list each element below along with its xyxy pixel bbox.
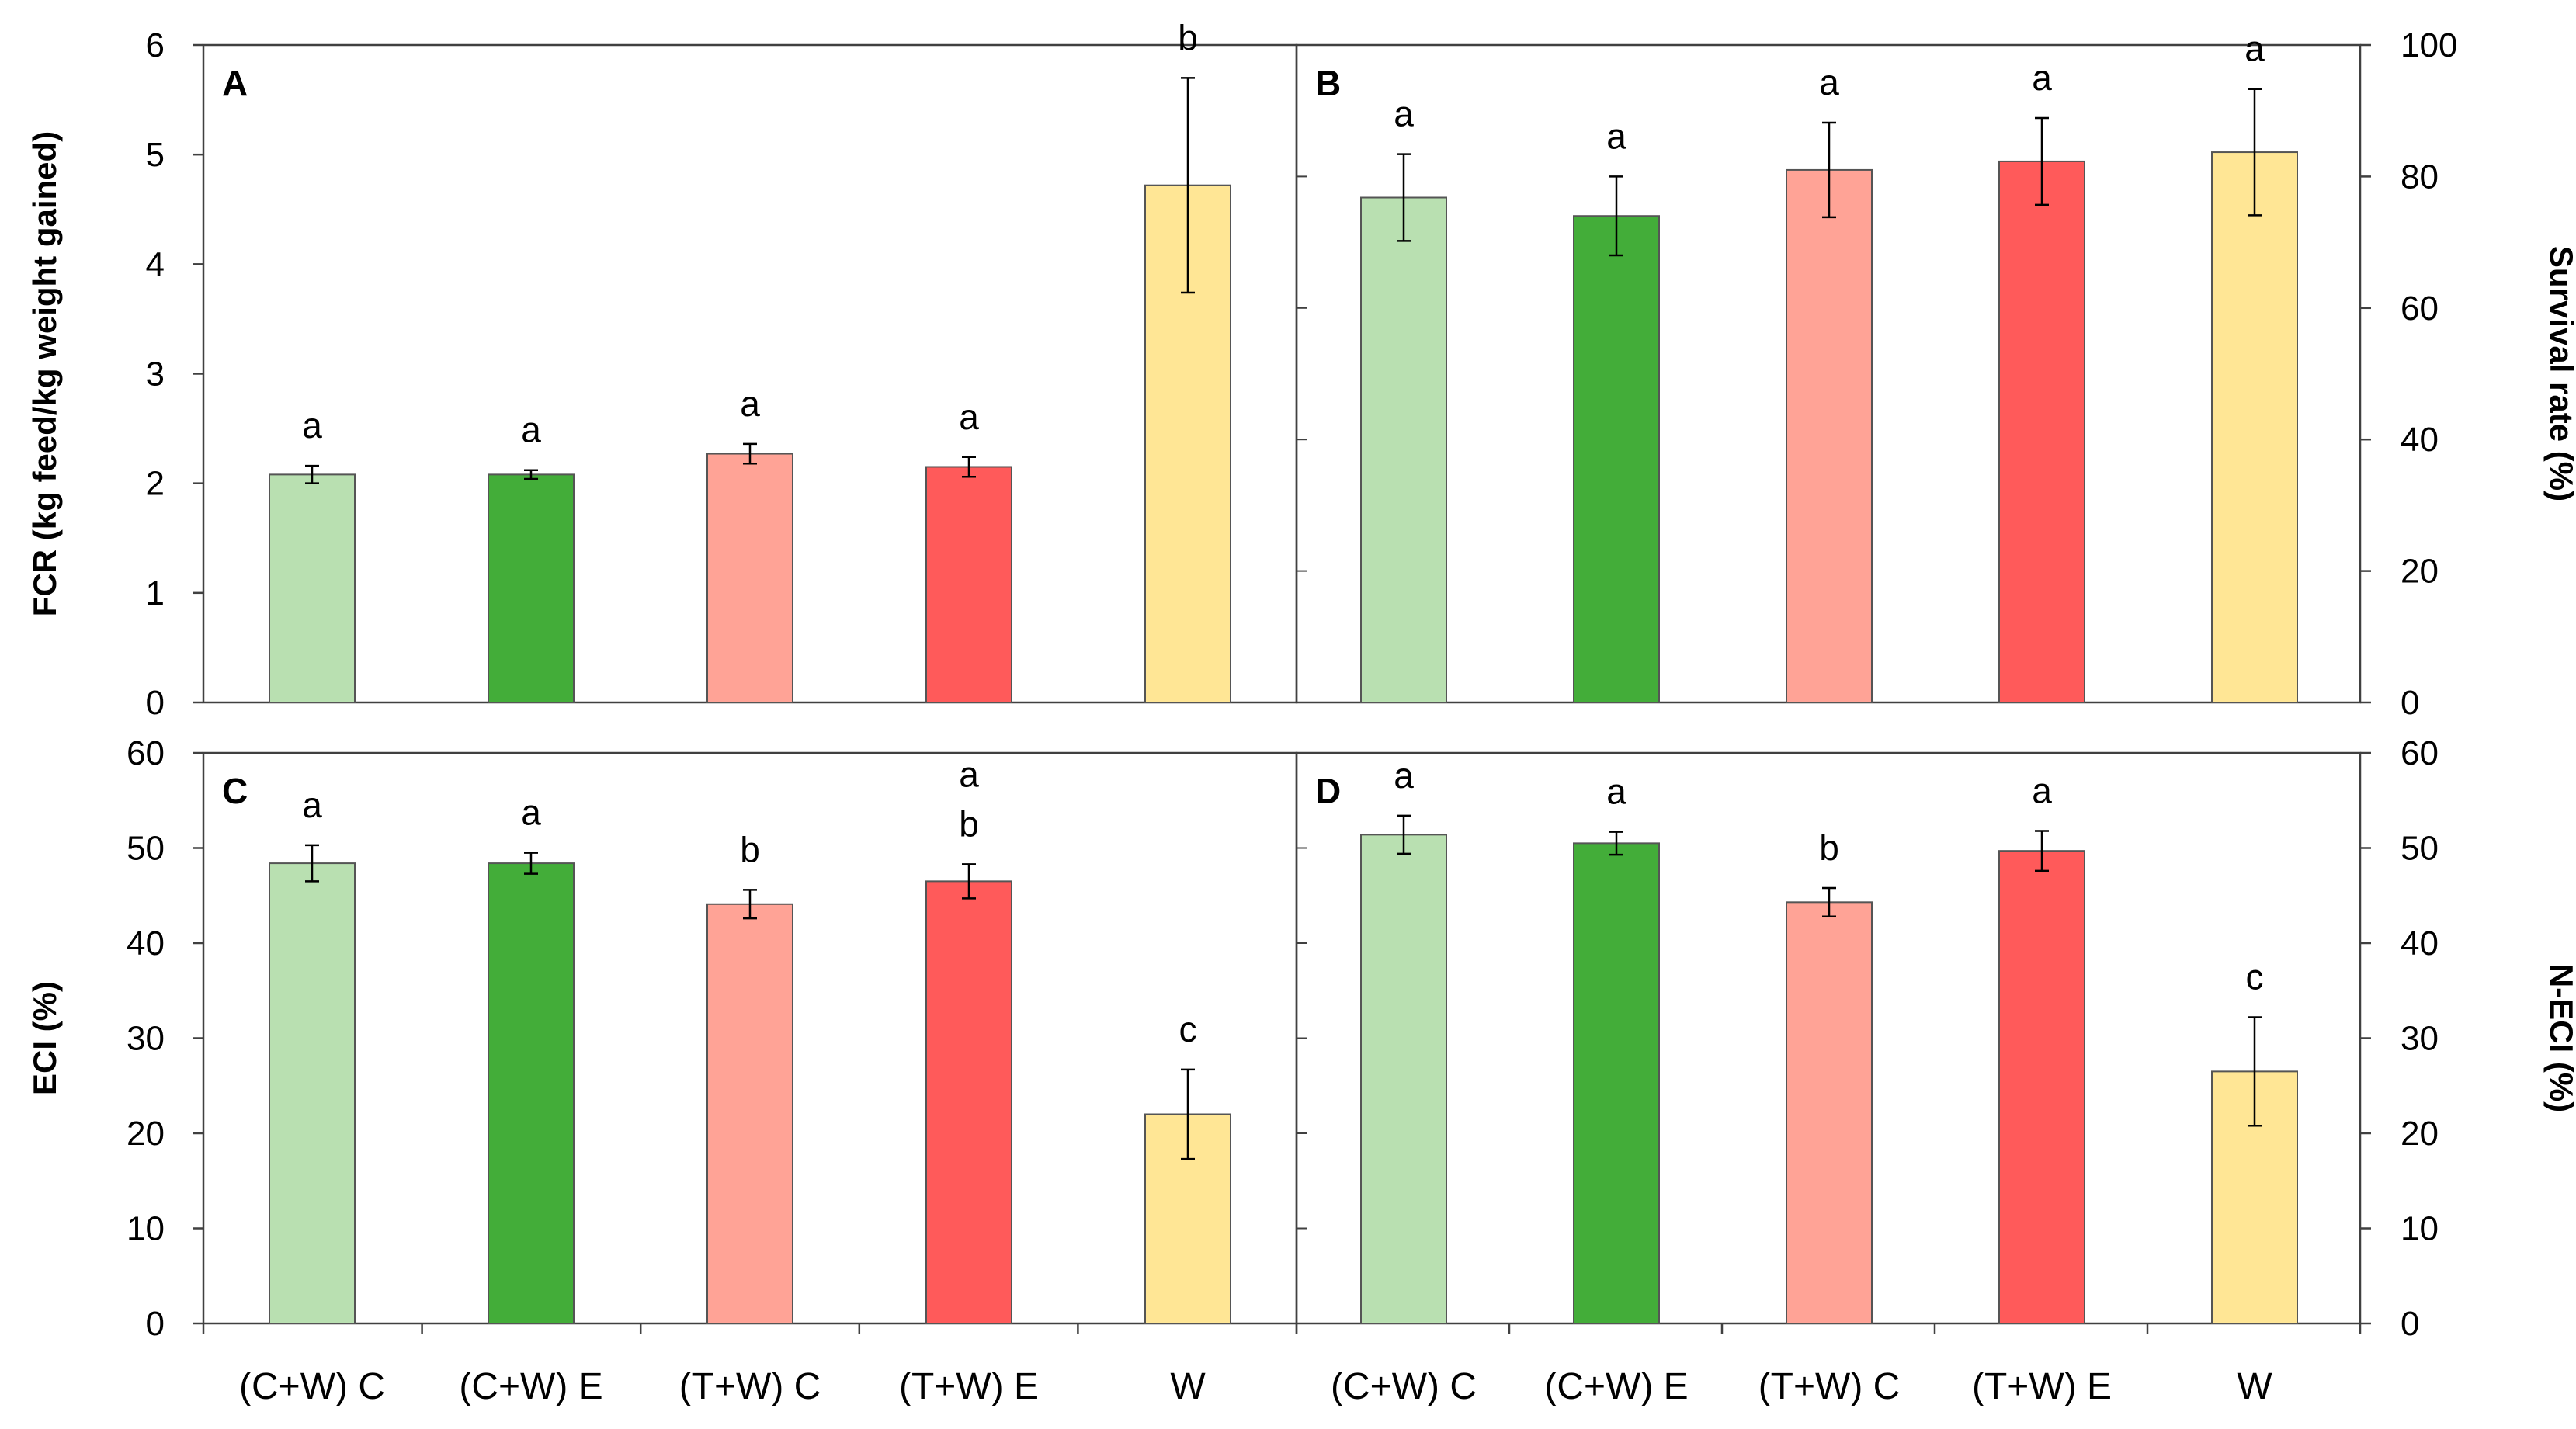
y-tick-label: 60 [127, 734, 165, 772]
significance-letter: b [1819, 827, 1839, 868]
bar [488, 473, 575, 704]
y-tick-label: 10 [127, 1210, 165, 1248]
bar [269, 473, 356, 704]
significance-letter: a [1394, 755, 1414, 796]
y-tick-label: 6 [146, 26, 165, 64]
significance-letter: a [1606, 116, 1626, 156]
category-label: (T+W) C [679, 1366, 821, 1407]
y-tick-label: 0 [146, 684, 165, 722]
significance-letter: a [302, 785, 322, 825]
y-tick-label: 60 [2401, 290, 2439, 328]
panel-b: 0 20 40 60 80 100 a a a a a B Survival rate (%) [1295, 26, 2576, 722]
y-tick-label: 30 [127, 1020, 165, 1058]
significance-letter: b [1178, 17, 1198, 57]
y-tick-label: 4 [146, 245, 165, 283]
y-tick-label: 20 [2401, 1115, 2439, 1153]
y-tick-label: 10 [2401, 1210, 2439, 1248]
significance-letter: a [1606, 772, 1626, 812]
panel-label: C [222, 771, 248, 811]
category-label: (C+W) C [1331, 1366, 1477, 1407]
category-label: (T+W) C [1758, 1366, 1901, 1407]
significance-letter: a [302, 405, 322, 446]
y-tick-label: 1 [146, 574, 165, 612]
y-tick-label: 50 [2401, 830, 2439, 868]
y-tick-label: 50 [127, 830, 165, 868]
significance-letter: c [1179, 1009, 1197, 1049]
significance-letter: a [2032, 57, 2052, 98]
y-axis-title: Survival rate (%) [2543, 246, 2576, 501]
y-tick-label: 3 [146, 356, 165, 394]
panel-a: 0 1 2 3 4 5 6 a a a a b A FCR (kg feed/kg weight gain… [26, 17, 1298, 722]
significance-letter: c [2246, 957, 2264, 997]
panel-label: B [1315, 63, 1341, 103]
panel-label: A [222, 63, 248, 103]
panel-label: D [1315, 771, 1341, 811]
y-tick-label: 40 [2401, 421, 2439, 459]
y-tick-label: 0 [2401, 1305, 2419, 1343]
significance-letter: b [740, 829, 760, 869]
bar [925, 880, 1012, 1324]
bar [1573, 842, 1660, 1324]
category-label: W [2237, 1366, 2272, 1407]
y-tick-label: 0 [146, 1305, 165, 1343]
category-label: W [1170, 1366, 1206, 1407]
y-tick-label: 40 [2401, 924, 2439, 962]
y-tick-label: 100 [2401, 26, 2457, 64]
significance-letter: a [740, 383, 760, 424]
y-tick-label: 30 [2401, 1020, 2439, 1058]
bar [1786, 168, 1873, 703]
y-tick-label: 0 [2401, 684, 2419, 722]
category-label: (T+W) E [1972, 1366, 2112, 1407]
category-label: (C+W) C [239, 1366, 385, 1407]
y-axis-title: ECI (%) [26, 981, 63, 1095]
panel-d: 0 10 20 30 40 50 60 a a b a c (C+W) C (C+W) E (T+W) C (… [1295, 734, 2576, 1407]
y-tick-label: 40 [127, 924, 165, 962]
significance-letter: a [2244, 29, 2265, 69]
significance-letter: a [521, 410, 541, 450]
y-tick-label: 20 [2401, 553, 2439, 591]
bar [1998, 160, 2085, 703]
y-tick-label: 80 [2401, 158, 2439, 196]
significance-letter: a [1819, 62, 1839, 102]
bar [706, 903, 793, 1324]
significance-letter: a [2032, 770, 2052, 810]
y-tick-label: 2 [146, 465, 165, 503]
category-label: (C+W) E [1544, 1366, 1688, 1407]
bar [269, 862, 356, 1324]
bar [488, 862, 575, 1324]
y-tick-label: 5 [146, 136, 165, 174]
bar [1360, 834, 1447, 1324]
y-tick-label: 20 [127, 1115, 165, 1153]
bar [2211, 151, 2298, 704]
significance-letter: a [521, 793, 541, 833]
significance-letter: a [959, 397, 979, 437]
bar [706, 453, 793, 704]
bar [1360, 196, 1447, 703]
bar [1786, 901, 1873, 1324]
category-label: (C+W) E [459, 1366, 602, 1407]
bar [1573, 215, 1660, 704]
y-tick-label: 60 [2401, 734, 2439, 772]
significance-letter: a [1394, 94, 1414, 134]
category-label: (T+W) E [899, 1366, 1039, 1407]
bar [925, 466, 1012, 703]
bar [1998, 850, 2085, 1325]
y-axis-title: N-ECI (%) [2543, 964, 2576, 1112]
y-axis-title: FCR (kg feed/kg weight gained) [26, 131, 63, 616]
